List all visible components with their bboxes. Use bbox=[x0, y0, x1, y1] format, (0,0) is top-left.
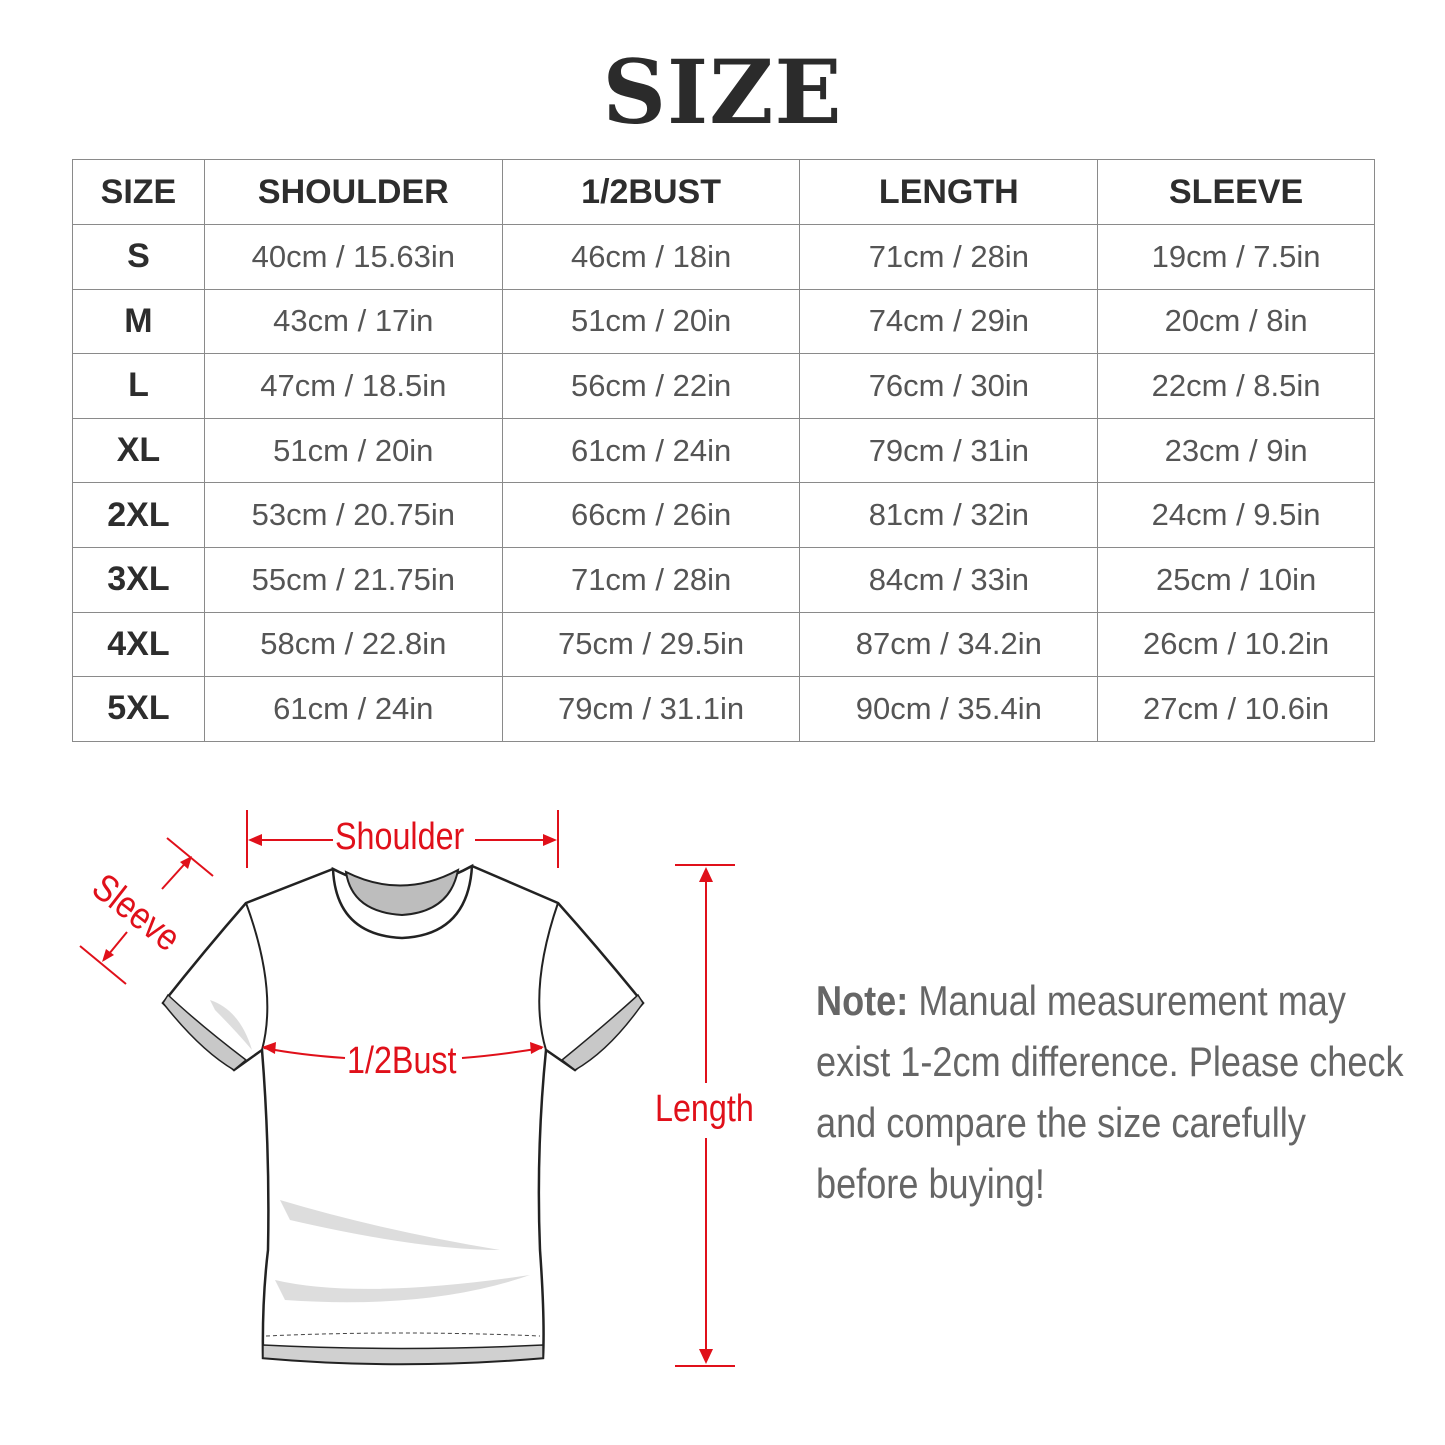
cell-length: 81cm / 32in bbox=[799, 482, 1099, 548]
note-label: Note: bbox=[816, 977, 909, 1024]
cell-bust: 66cm / 26in bbox=[501, 482, 801, 548]
cell-sleeve: 20cm / 8in bbox=[1097, 288, 1375, 355]
cell-shoulder: 51cm / 20in bbox=[203, 417, 503, 484]
header-length: LENGTH bbox=[799, 159, 1099, 225]
cell-bust: 56cm / 22in bbox=[501, 353, 801, 419]
length-label: Length bbox=[655, 1088, 754, 1130]
table-row: XL 51cm / 20in 61cm / 24in 79cm / 31in 23cm … bbox=[72, 417, 1375, 484]
table-row: S 40cm / 15.63in 46cm / 18in 71cm / 28in 19c… bbox=[72, 224, 1375, 290]
note-body: Manual measurement may exist 1-2cm diffe… bbox=[816, 977, 1404, 1207]
cell-size: L bbox=[72, 353, 205, 419]
table-row: 5XL 61cm / 24in 79cm / 31.1in 90cm / 35.4in… bbox=[72, 676, 1375, 742]
cell-length: 87cm / 34.2in bbox=[799, 611, 1099, 678]
cell-size: 5XL bbox=[72, 676, 205, 742]
header-sleeve: SLEEVE bbox=[1097, 159, 1375, 225]
cell-bust: 79cm / 31.1in bbox=[501, 676, 801, 742]
page-title: SIZE bbox=[602, 40, 843, 144]
cell-shoulder: 40cm / 15.63in bbox=[203, 224, 503, 290]
tshirt-icon bbox=[161, 863, 645, 1366]
shoulder-label: Shoulder bbox=[335, 816, 465, 858]
cell-shoulder: 53cm / 20.75in bbox=[203, 482, 503, 548]
table-row: L 47cm / 18.5in 56cm / 22in 76cm / 30in 22cm… bbox=[72, 353, 1375, 419]
cell-size: 4XL bbox=[72, 611, 205, 678]
table-row: 2XL 53cm / 20.75in 66cm / 26in 81cm / 32in 2… bbox=[72, 482, 1375, 548]
cell-shoulder: 43cm / 17in bbox=[203, 288, 503, 355]
cell-length: 90cm / 35.4in bbox=[799, 676, 1099, 742]
cell-sleeve: 27cm / 10.6in bbox=[1097, 676, 1375, 742]
cell-size: M bbox=[72, 288, 205, 355]
size-chart-table: SIZE SHOULDER 1/2BUST LENGTH SLEEVE S 40c… bbox=[72, 159, 1375, 742]
table-header-row: SIZE SHOULDER 1/2BUST LENGTH SLEEVE bbox=[72, 159, 1375, 225]
cell-size: 3XL bbox=[72, 546, 205, 613]
cell-shoulder: 47cm / 18.5in bbox=[203, 353, 503, 419]
cell-length: 76cm / 30in bbox=[799, 353, 1099, 419]
cell-sleeve: 26cm / 10.2in bbox=[1097, 611, 1375, 678]
header-size: SIZE bbox=[72, 159, 205, 225]
table-row: 4XL 58cm / 22.8in 75cm / 29.5in 87cm / 34.2… bbox=[72, 611, 1375, 678]
cell-shoulder: 55cm / 21.75in bbox=[203, 546, 503, 613]
cell-sleeve: 22cm / 8.5in bbox=[1097, 353, 1375, 419]
cell-sleeve: 25cm / 10in bbox=[1097, 546, 1375, 613]
header-bust: 1/2BUST bbox=[501, 159, 801, 225]
cell-size: XL bbox=[72, 417, 205, 484]
cell-bust: 46cm / 18in bbox=[501, 224, 801, 290]
header-shoulder: SHOULDER bbox=[203, 159, 503, 225]
cell-size: 2XL bbox=[72, 482, 205, 548]
cell-sleeve: 19cm / 7.5in bbox=[1097, 224, 1375, 290]
cell-length: 71cm / 28in bbox=[799, 224, 1099, 290]
cell-shoulder: 58cm / 22.8in bbox=[203, 611, 503, 678]
cell-length: 84cm / 33in bbox=[799, 546, 1099, 613]
note-text: Note: Manual measurement may exist 1-2cm… bbox=[816, 970, 1418, 1214]
cell-size: S bbox=[72, 224, 205, 290]
cell-bust: 51cm / 20in bbox=[501, 288, 801, 355]
cell-bust: 61cm / 24in bbox=[501, 417, 801, 484]
table-row: 3XL 55cm / 21.75in 71cm / 28in 84cm / 33in 2… bbox=[72, 546, 1375, 613]
table-row: M 43cm / 17in 51cm / 20in 74cm / 29in 20cm /… bbox=[72, 288, 1375, 355]
cell-length: 79cm / 31in bbox=[799, 417, 1099, 484]
cell-bust: 75cm / 29.5in bbox=[501, 611, 801, 678]
cell-length: 74cm / 29in bbox=[799, 288, 1099, 355]
tshirt-diagram bbox=[79, 810, 735, 1367]
cell-sleeve: 24cm / 9.5in bbox=[1097, 482, 1375, 548]
cell-shoulder: 61cm / 24in bbox=[203, 676, 503, 742]
bust-label: 1/2Bust bbox=[347, 1040, 457, 1082]
cell-sleeve: 23cm / 9in bbox=[1097, 417, 1375, 484]
cell-bust: 71cm / 28in bbox=[501, 546, 801, 613]
